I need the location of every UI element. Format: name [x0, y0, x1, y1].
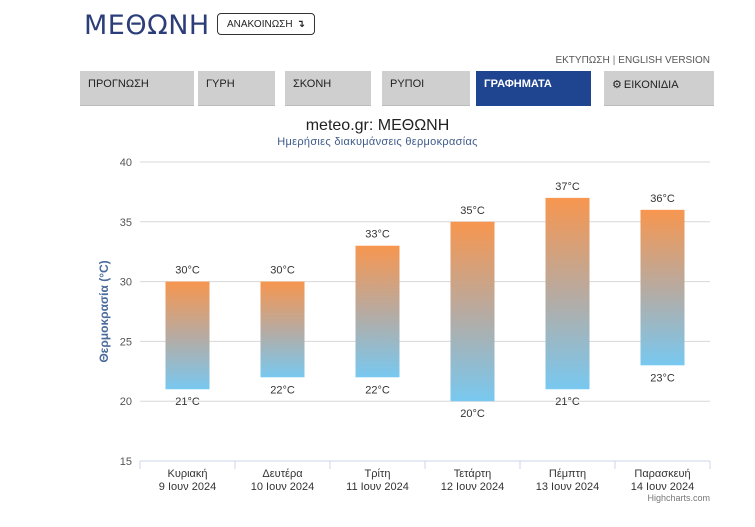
print-link[interactable]: ΕΚΤΥΠΩΣΗ: [555, 55, 610, 66]
page-title: ΜΕΘΩΝΗ: [84, 10, 210, 41]
tab-label: ΓΥΡΗ: [206, 78, 235, 90]
tab-label: ΕΙΚΟΝΙΔΙΑ: [623, 79, 679, 91]
chart-title: meteo.gr: ΜΕΘΩΝΗ: [305, 117, 450, 134]
y-tick-label: 35: [120, 217, 132, 229]
high-temp-label: 30°C: [270, 265, 295, 277]
x-tick-label-day: Τετάρτη: [454, 468, 492, 480]
low-temp-label: 22°C: [270, 384, 295, 396]
announcement-button[interactable]: ΑΝΑΚΟΙΝΩΣΗ ↴: [217, 13, 315, 35]
english-version-link[interactable]: ENGLISH VERSION: [618, 55, 710, 66]
low-temp-label: 23°C: [650, 372, 675, 384]
tab-pollen[interactable]: ΓΥΡΗ: [198, 71, 275, 106]
x-tick-label-date: 13 Ιουν 2024: [536, 481, 600, 493]
temperature-bar: [165, 281, 210, 390]
y-axis-title: Θερμοκρασία (°C): [97, 260, 111, 362]
x-tick-label-date: 10 Ιουν 2024: [251, 481, 315, 493]
low-temp-label: 22°C: [365, 384, 390, 396]
x-tick-label-date: 11 Ιουν 2024: [346, 481, 409, 493]
main-nav: ΠΡΟΓΝΩΣΗ ΓΥΡΗ ΣΚΟΝΗ ΡΥΠΟΙ ΓΡΑΦΗΜΑΤΑ ⚙ ΕΙΚ…: [80, 71, 714, 106]
tab-charts[interactable]: ΓΡΑΦΗΜΑΤΑ: [476, 71, 591, 106]
x-tick-label-day: Δευτέρα: [262, 468, 303, 480]
y-tick-label: 15: [120, 456, 132, 468]
high-temp-label: 35°C: [460, 205, 485, 217]
tab-label: ΓΡΑΦΗΜΑΤΑ: [484, 78, 552, 90]
temperature-bar: [545, 197, 590, 390]
high-temp-label: 30°C: [175, 265, 200, 277]
low-temp-label: 21°C: [175, 396, 200, 408]
announcement-label: ΑΝΑΚΟΙΝΩΣΗ: [227, 18, 293, 30]
x-tick-label-day: Πέμπτη: [549, 468, 586, 480]
temperature-bar: [450, 221, 495, 402]
low-temp-label: 20°C: [460, 408, 485, 420]
tab-forecast[interactable]: ΠΡΟΓΝΩΣΗ: [80, 71, 194, 106]
x-tick-label-date: 12 Ιουν 2024: [441, 481, 505, 493]
tab-icons[interactable]: ⚙ ΕΙΚΟΝΙΔΙΑ: [604, 71, 714, 106]
temperature-bar: [260, 281, 305, 378]
low-temp-label: 21°C: [555, 396, 580, 408]
top-links: ΕΚΤΥΠΩΣΗ | ENGLISH VERSION: [555, 55, 710, 66]
tab-label: ΠΡΟΓΝΩΣΗ: [88, 78, 149, 90]
tab-pollutants[interactable]: ΡΥΠΟΙ: [382, 71, 470, 106]
high-temp-label: 36°C: [650, 193, 675, 205]
high-temp-label: 37°C: [555, 181, 580, 193]
x-tick-label-day: Παρασκευή: [634, 468, 690, 480]
x-tick-label-day: Κυριακή: [167, 468, 207, 480]
high-temp-label: 33°C: [365, 229, 390, 241]
y-tick-label: 30: [120, 277, 132, 289]
y-tick-label: 20: [120, 396, 132, 408]
arrow-down-right-icon: ↴: [296, 18, 305, 30]
y-tick-label: 25: [120, 336, 132, 348]
temperature-bar: [640, 209, 685, 366]
link-separator: |: [612, 55, 616, 66]
tab-dust[interactable]: ΣΚΟΝΗ: [285, 71, 371, 106]
x-tick-label-date: 14 Ιουν 2024: [631, 481, 695, 493]
x-tick-label-date: 9 Ιουν 2024: [159, 481, 216, 493]
temperature-bar: [355, 245, 400, 378]
tab-label: ΣΚΟΝΗ: [293, 78, 332, 90]
gear-icon: ⚙: [612, 79, 622, 91]
tab-label: ΡΥΠΟΙ: [390, 78, 425, 90]
highcharts-credits[interactable]: Highcharts.com: [647, 493, 710, 503]
x-tick-label-day: Τρίτη: [365, 468, 391, 480]
chart-subtitle: Ημερήσιες διακυμάνσεις θερμοκρασίας: [277, 136, 478, 148]
y-tick-label: 40: [120, 157, 132, 169]
